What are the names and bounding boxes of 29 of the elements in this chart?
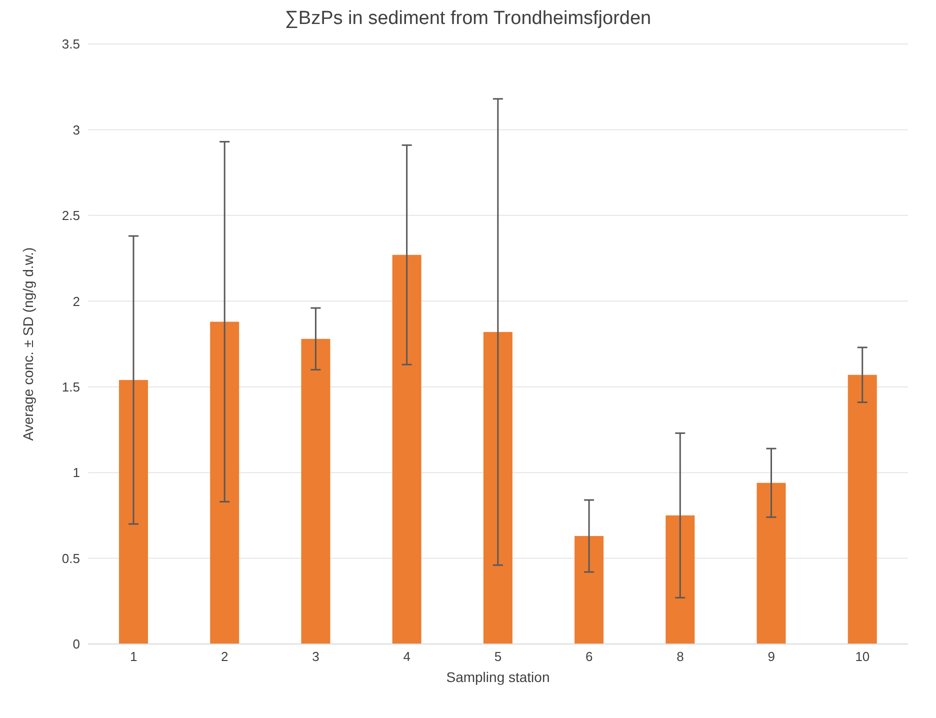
- x-tick-label: 6: [585, 649, 593, 664]
- x-tick-label: 8: [676, 649, 684, 664]
- y-axis-title: Average conc. ± SD (ng/g d.w.): [20, 247, 36, 441]
- bar: [392, 254, 422, 644]
- x-tick-label: 10: [855, 649, 870, 664]
- y-tick-label: 0.5: [62, 550, 80, 566]
- x-tick-label: 3: [312, 649, 320, 664]
- bar: [574, 536, 604, 644]
- bar: [848, 374, 877, 644]
- x-tick-label: 1: [130, 649, 138, 664]
- y-tick-label: 2: [72, 294, 80, 309]
- bar: [301, 338, 330, 644]
- x-tick-label: 4: [403, 649, 411, 664]
- bar: [210, 322, 240, 644]
- bar: [756, 482, 786, 644]
- chart-title: ∑BzPs in sediment from Trondheimsfjorden: [284, 8, 652, 30]
- y-tick-label: 0: [72, 636, 80, 652]
- y-tick-label: 1: [72, 465, 80, 480]
- x-tick-label: 5: [494, 649, 502, 664]
- x-tick-label: 2: [221, 649, 228, 664]
- x-axis-title: Sampling station: [446, 669, 550, 685]
- y-tick-label: 1.5: [62, 379, 80, 394]
- bar: [483, 332, 512, 644]
- y-tick-label: 2.5: [62, 208, 80, 224]
- y-tick-label: 3: [72, 122, 80, 138]
- y-tick-label: 3.5: [62, 36, 80, 52]
- x-tick-label: 9: [768, 649, 775, 664]
- bar: [666, 515, 695, 644]
- bar: [118, 380, 148, 644]
